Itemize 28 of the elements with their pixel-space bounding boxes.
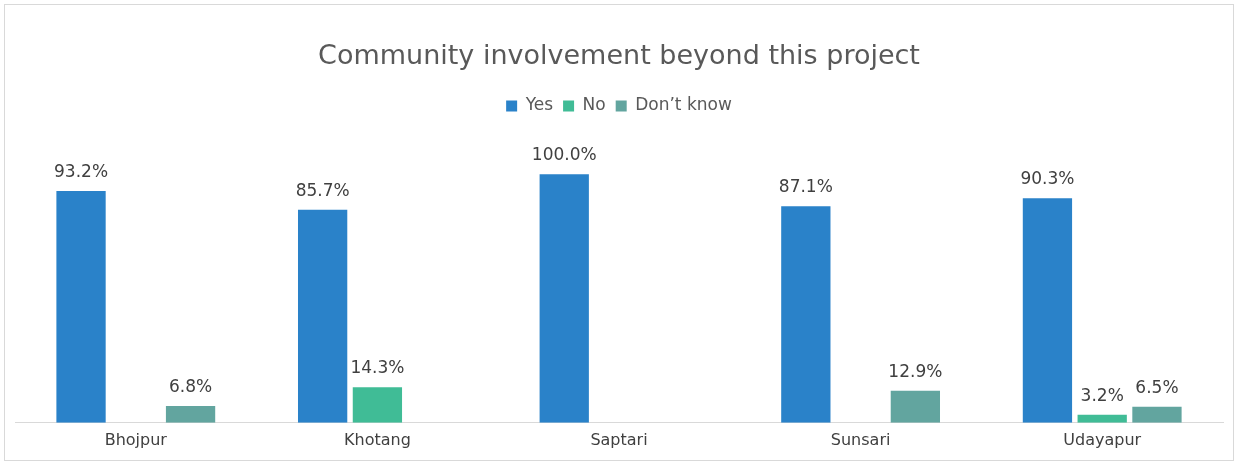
bar [56, 191, 106, 423]
x-tick-label: Khotang [344, 429, 411, 449]
data-label: 100.0% [531, 144, 597, 165]
bar [890, 390, 941, 423]
x-tick-label: Bhojpur [104, 429, 168, 449]
legend-label: Yes [524, 94, 554, 115]
bar [539, 174, 589, 423]
data-label: 6.5% [1135, 376, 1179, 397]
data-label: 85.7% [295, 179, 350, 200]
data-label: 93.2% [54, 160, 109, 181]
data-label: 87.1% [778, 176, 833, 197]
legend-label: No [582, 94, 606, 115]
data-label: 3.2% [1080, 384, 1124, 405]
bar [1022, 198, 1073, 423]
x-tick-label: Saptari [590, 429, 648, 449]
legend-label: Don’t know [635, 94, 732, 115]
data-label: 12.9% [888, 360, 943, 381]
x-tick-label: Sunsari [830, 429, 891, 449]
x-tick-label: Udayapur [1063, 429, 1142, 449]
bar [297, 209, 348, 423]
bar [352, 387, 403, 423]
chart-title: Community involvement beyond this project [318, 39, 920, 71]
bar [165, 405, 216, 423]
bar [1132, 406, 1182, 423]
bar [781, 206, 831, 423]
data-label: 14.3% [350, 357, 405, 378]
data-label: 90.3% [1020, 168, 1075, 189]
data-label: 6.8% [168, 375, 213, 396]
